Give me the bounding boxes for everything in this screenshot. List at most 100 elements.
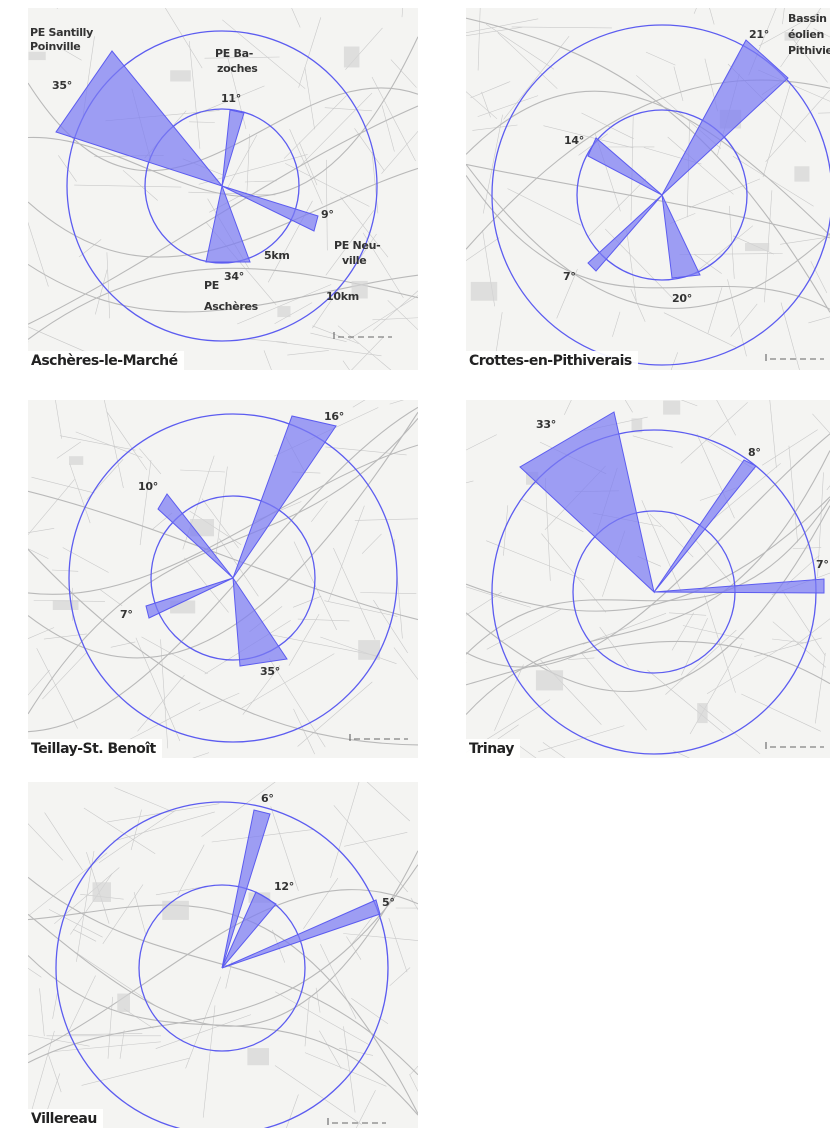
sector-10 xyxy=(157,493,234,579)
map-road-line xyxy=(354,518,418,521)
map-road-line xyxy=(466,434,497,451)
map-road-line xyxy=(693,253,722,274)
angle-label-20: 20° xyxy=(672,292,692,305)
angle-label-14: 14° xyxy=(564,134,584,147)
sector-5 xyxy=(221,899,381,969)
topographic-basemap xyxy=(466,8,830,370)
map-village xyxy=(343,46,360,68)
map-main-road xyxy=(28,864,418,1064)
sector-12 xyxy=(221,891,277,969)
map-road-line xyxy=(312,325,359,344)
visibility-diagram-teillay: 16° 10° 7° 35° xyxy=(28,400,418,758)
angle-label-8: 8° xyxy=(748,446,761,459)
map-road-line xyxy=(287,350,329,356)
visibility-diagram-trinay: 33° 8° 7° xyxy=(466,400,830,758)
map-road-line xyxy=(387,300,418,331)
map-road-line xyxy=(72,929,97,942)
map-road-line xyxy=(679,253,783,255)
circle-label-5km: 5km xyxy=(264,249,290,262)
map-main-road xyxy=(466,17,830,313)
map-road-line xyxy=(56,8,58,9)
map-road-line xyxy=(274,1065,362,1125)
map-road-line xyxy=(47,1053,62,1093)
map-road-line xyxy=(707,287,723,334)
map-road-line xyxy=(67,975,96,1033)
angle-label-pithiviers: 21° xyxy=(749,28,769,41)
map-road-line xyxy=(538,725,625,752)
map-road-line xyxy=(29,852,108,916)
map-road-line xyxy=(709,8,715,25)
map-road-line xyxy=(189,510,242,545)
map-road-line xyxy=(481,91,491,118)
map-road-line xyxy=(123,1008,154,1029)
sector-santilly xyxy=(55,50,224,188)
visibility-diagram-ascheres: PE Santilly Poinville 35° PE Ba- zoches … xyxy=(28,8,418,370)
scale-bar xyxy=(764,742,826,750)
map-road-line xyxy=(246,133,250,192)
map-village xyxy=(631,418,643,433)
map-road-line xyxy=(466,591,502,616)
map-road-line xyxy=(494,664,524,731)
map-road-line xyxy=(333,547,376,640)
map-village xyxy=(745,243,770,252)
farm-label-bazoches-line2: zoches xyxy=(217,62,258,75)
map-road-line xyxy=(28,627,55,639)
map-road-line xyxy=(771,638,809,644)
map-road-line xyxy=(201,782,276,837)
map-road-line xyxy=(782,8,785,25)
map-road-line xyxy=(693,8,697,14)
map-road-line xyxy=(293,708,315,755)
map-road-line xyxy=(340,196,389,258)
map-road-line xyxy=(270,806,299,891)
farm-label-ascheres-line2: Aschères xyxy=(204,300,259,313)
map-road-line xyxy=(667,136,734,195)
map-road-line xyxy=(511,26,612,29)
map-road-line xyxy=(48,909,103,938)
angle-label-10: 10° xyxy=(138,480,158,493)
map-road-line xyxy=(244,180,277,183)
map-road-line xyxy=(95,269,108,315)
sector-35 xyxy=(232,576,288,667)
map-road-line xyxy=(120,702,201,745)
map-road-line xyxy=(311,500,328,522)
map-main-road xyxy=(466,164,830,309)
sector-20 xyxy=(661,194,701,279)
map-main-road xyxy=(466,90,830,236)
map-village xyxy=(170,70,191,82)
map-road-line xyxy=(381,130,418,174)
angle-label-6: 6° xyxy=(261,792,274,805)
map-road-line xyxy=(472,124,518,131)
map-road-line xyxy=(51,569,79,572)
map-road-line xyxy=(792,547,822,549)
map-road-line xyxy=(83,807,156,854)
map-road-line xyxy=(815,652,826,724)
sector-16 xyxy=(232,415,337,579)
map-road-line xyxy=(732,156,814,207)
map-road-line xyxy=(780,302,800,370)
map-road-line xyxy=(107,996,113,1059)
map-road-line xyxy=(624,400,633,413)
map-road-line xyxy=(75,431,143,458)
map-road-line xyxy=(360,592,417,594)
map-road-line xyxy=(225,960,233,989)
map-road-line xyxy=(177,844,205,896)
map-road-line xyxy=(291,8,301,28)
map-road-line xyxy=(36,648,78,729)
map-road-line xyxy=(389,967,411,987)
map-road-line xyxy=(62,547,109,573)
map-road-line xyxy=(28,221,49,287)
map-road-line xyxy=(304,1052,387,1087)
map-road-line xyxy=(263,350,272,370)
map-panel-teillay: 16° 10° 7° 35° Teillay-St. Benoît xyxy=(28,400,418,758)
map-road-line xyxy=(106,252,110,319)
map-road-line xyxy=(39,988,45,1037)
map-road-line xyxy=(275,991,370,1046)
angle-label-35: 35° xyxy=(260,665,280,678)
sector-ascheres xyxy=(205,184,251,263)
map-road-line xyxy=(582,613,667,645)
map-road-line xyxy=(727,279,747,357)
map-road-line xyxy=(730,303,758,337)
range-circle-5km xyxy=(576,109,748,281)
map-main-road xyxy=(466,175,830,310)
map-road-line xyxy=(680,402,748,464)
